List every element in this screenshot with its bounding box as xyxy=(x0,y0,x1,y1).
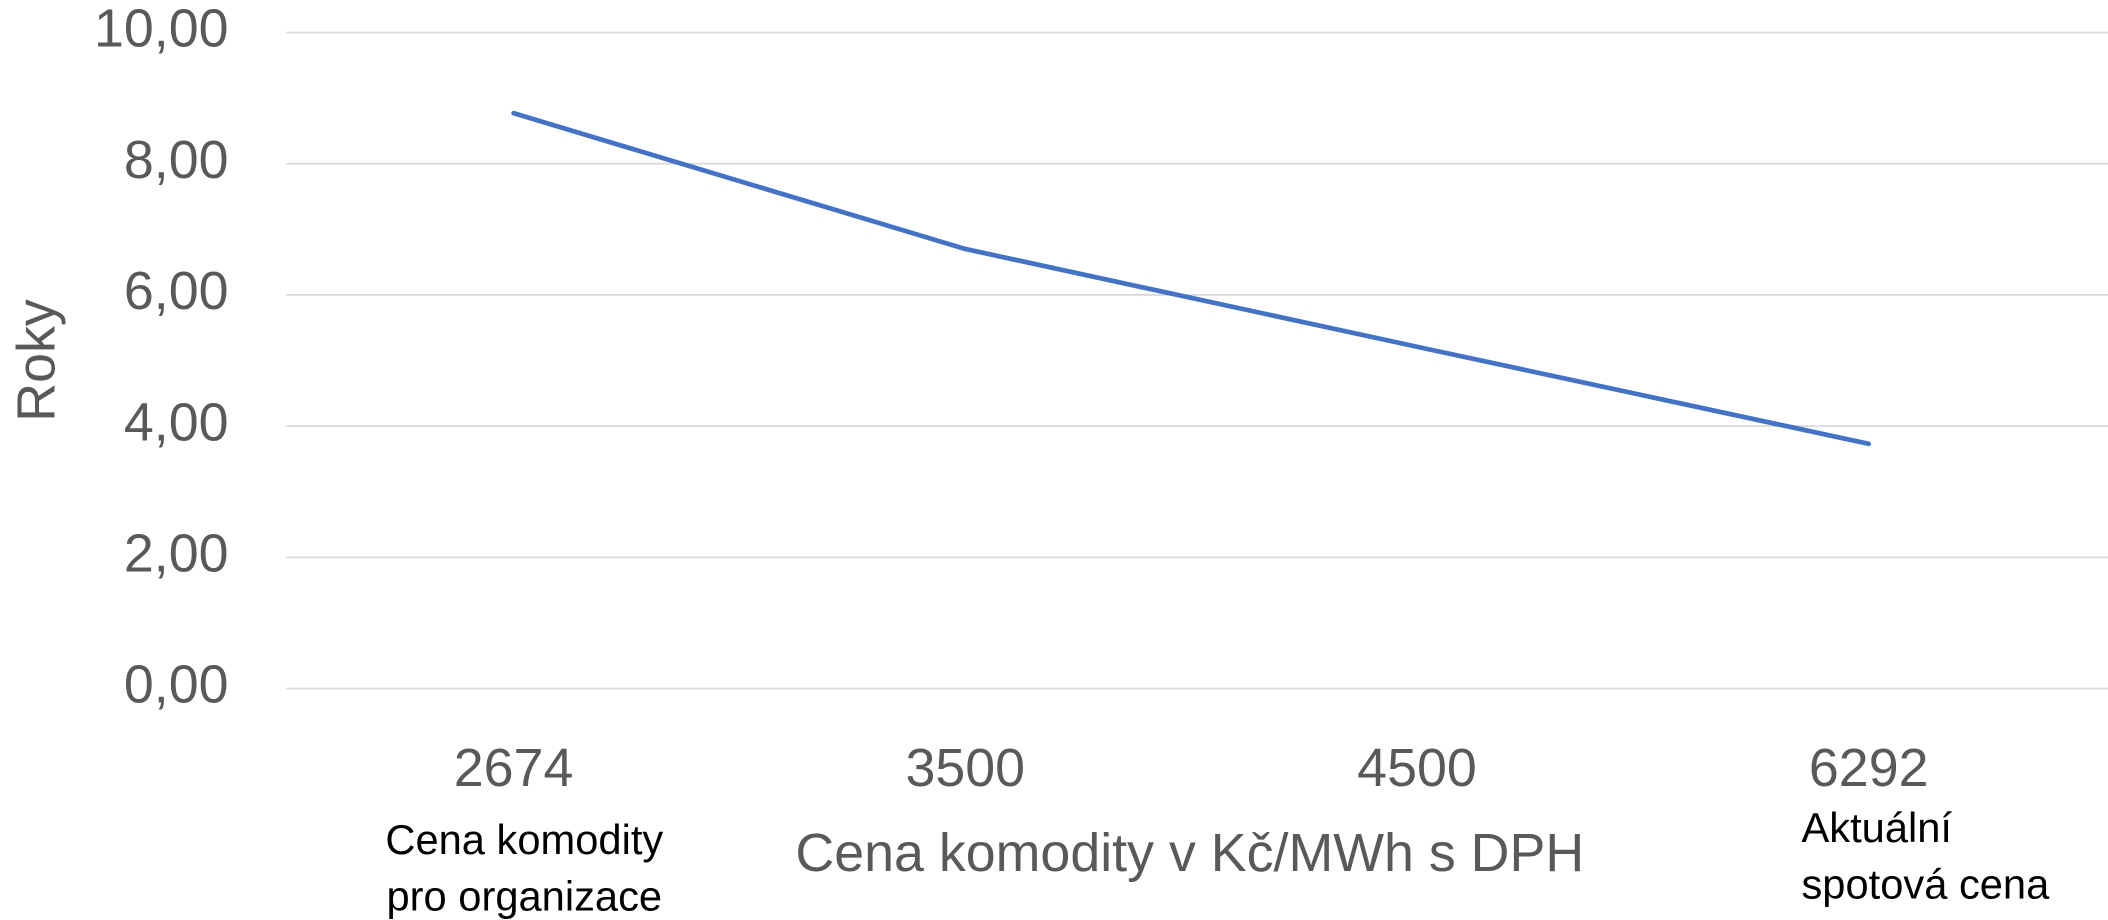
x-tick-label: 3500 xyxy=(905,738,1025,798)
annotation: Aktuální xyxy=(1801,804,1952,851)
series-line xyxy=(511,110,1872,447)
y-tick-label: 6,00 xyxy=(124,261,229,321)
annotation: spotová cena xyxy=(1801,861,2050,908)
y-axis-label: Roky xyxy=(7,299,67,422)
annotation: Cena komodity xyxy=(385,816,663,863)
y-tick-label: 2,00 xyxy=(124,524,229,584)
y-tick-label: 0,00 xyxy=(124,655,229,715)
x-tick-label: 6292 xyxy=(1809,738,1929,798)
y-tick-label: 4,00 xyxy=(124,392,229,452)
x-tick-label: 4500 xyxy=(1357,738,1477,798)
y-tick-label: 10,00 xyxy=(94,0,229,59)
annotation: pro organizace xyxy=(387,873,663,920)
y-tick-label: 8,00 xyxy=(124,130,229,190)
x-axis-label: Cena komodity v Kč/MWh s DPH xyxy=(795,823,1584,883)
x-tick-label: 2674 xyxy=(454,738,574,798)
